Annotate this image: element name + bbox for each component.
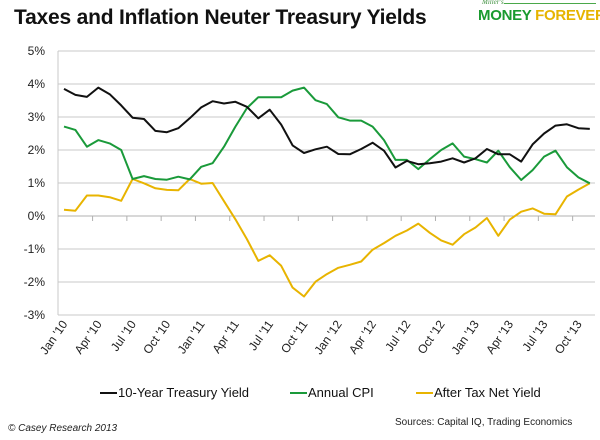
legend-swatch-treasury: [100, 391, 117, 394]
y-tick-label: -3%: [24, 308, 46, 322]
gridlines: [57, 50, 595, 316]
series-line-treasury: [63, 86, 590, 169]
y-tick-label: 5%: [28, 44, 46, 58]
legend-swatch-after-tax: [416, 391, 433, 394]
x-tick-label: Jan '11: [175, 317, 208, 356]
legend-swatch-cpi: [290, 391, 307, 394]
x-tick-label: Jul '12: [382, 317, 413, 353]
x-tick-label: Jan '10: [37, 317, 71, 357]
y-axis-tick-labels: 5% 4% 3% 2% 1% 0% -1% -2% -3%: [24, 44, 46, 322]
x-tick-label: Jan '13: [448, 317, 482, 357]
sources-text: Sources: Capital IQ, Trading Economics: [395, 417, 573, 428]
legend-label-treasury: 10-Year Treasury Yield: [118, 385, 250, 400]
x-tick-label: Apr '11: [209, 317, 242, 355]
y-tick-label: 4%: [28, 77, 46, 91]
chart-title: Taxes and Inflation Neuter Treasury Yiel…: [14, 6, 427, 29]
logo-top-rule: Miller's: [478, 0, 596, 8]
money-forever-logo: Miller's MONEY FOREVER: [478, 0, 600, 28]
x-tick-label: Apr '12: [346, 317, 379, 356]
y-tick-label: -1%: [24, 242, 46, 256]
logo-forever-text: FOREVER: [535, 7, 600, 24]
logo-millers-text: Miller's: [482, 0, 504, 6]
legend-item-treasury: 10-Year Treasury Yield: [100, 385, 249, 400]
x-tick-label: Jan '12: [311, 317, 345, 357]
y-tick-label: 3%: [28, 110, 46, 124]
series-lines: [63, 86, 591, 298]
x-tick-label: Jul '13: [519, 317, 550, 353]
series-line-after-tax: [63, 178, 591, 298]
y-tick-label: 1%: [28, 176, 46, 190]
x-axis-tick-labels: Jan '10 Apr '10 Jul '10 Oct '10 Jan '11 Apr '…: [37, 317, 585, 357]
x-tick-label: Oct '13: [552, 317, 585, 356]
x-axis: [58, 215, 595, 221]
y-tick-label: -2%: [24, 275, 46, 289]
logo-wordmark: MONEY FOREVER: [478, 7, 600, 24]
legend-label-after-tax: After Tax Net Yield: [434, 385, 541, 400]
x-tick-label: Apr '13: [483, 317, 516, 356]
legend-item-after-tax: After Tax Net Yield: [416, 385, 541, 400]
copyright-text: © Casey Research 2013: [8, 423, 118, 434]
legend-item-cpi: Annual CPI: [290, 385, 374, 400]
x-tick-label: Oct '12: [415, 317, 448, 356]
y-tick-label: 0%: [28, 209, 46, 223]
x-tick-label: Oct '11: [278, 317, 311, 355]
legend-label-cpi: Annual CPI: [308, 385, 374, 400]
x-tick-label: Jul '11: [246, 317, 277, 353]
x-tick-label: Apr '10: [72, 317, 105, 356]
logo-money-text: MONEY: [478, 7, 532, 24]
y-tick-label: 2%: [28, 143, 46, 157]
series-line-cpi: [63, 86, 591, 185]
x-tick-label: Oct '10: [140, 317, 173, 356]
logo-rule-line: [504, 3, 596, 4]
x-tick-label: Jul '10: [108, 317, 139, 353]
legend: 10-Year Treasury Yield Annual CPI After …: [0, 385, 600, 405]
